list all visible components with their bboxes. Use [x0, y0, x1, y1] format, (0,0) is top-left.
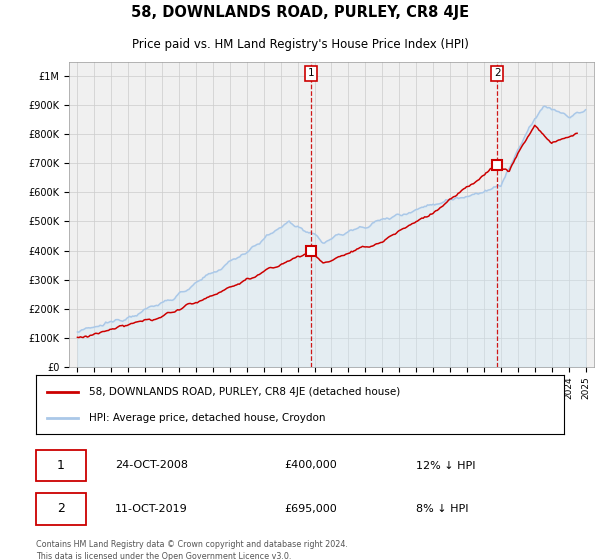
- Text: Price paid vs. HM Land Registry's House Price Index (HPI): Price paid vs. HM Land Registry's House …: [131, 38, 469, 50]
- Text: 12% ↓ HPI: 12% ↓ HPI: [416, 460, 476, 470]
- Text: 11-OCT-2019: 11-OCT-2019: [115, 504, 188, 514]
- FancyBboxPatch shape: [36, 493, 86, 525]
- FancyBboxPatch shape: [36, 450, 86, 481]
- Text: 1: 1: [57, 459, 65, 472]
- Text: 8% ↓ HPI: 8% ↓ HPI: [416, 504, 469, 514]
- Text: 24-OCT-2008: 24-OCT-2008: [115, 460, 188, 470]
- Text: £695,000: £695,000: [284, 504, 337, 514]
- Text: £400,000: £400,000: [284, 460, 337, 470]
- Text: 2: 2: [494, 68, 500, 78]
- Text: 58, DOWNLANDS ROAD, PURLEY, CR8 4JE: 58, DOWNLANDS ROAD, PURLEY, CR8 4JE: [131, 6, 469, 20]
- Text: 2: 2: [57, 502, 65, 515]
- Text: 1: 1: [308, 68, 314, 78]
- Text: Contains HM Land Registry data © Crown copyright and database right 2024.
This d: Contains HM Land Registry data © Crown c…: [36, 540, 348, 560]
- Text: HPI: Average price, detached house, Croydon: HPI: Average price, detached house, Croy…: [89, 413, 325, 423]
- Text: 58, DOWNLANDS ROAD, PURLEY, CR8 4JE (detached house): 58, DOWNLANDS ROAD, PURLEY, CR8 4JE (det…: [89, 386, 400, 396]
